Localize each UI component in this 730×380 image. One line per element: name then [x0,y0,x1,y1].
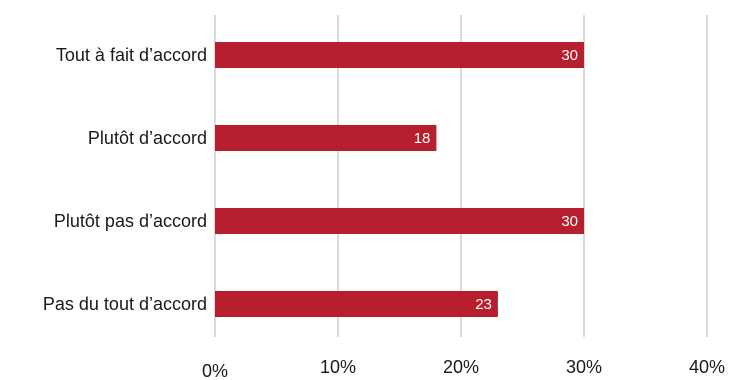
data-label: 30 [561,47,578,64]
data-label: 18 [414,130,431,147]
x-tick-label: 10% [320,357,356,377]
x-tick-label: 40% [689,357,725,377]
category-label: Plutôt d’accord [88,128,207,148]
bars [215,42,584,317]
x-tick-label: 0% [202,361,228,380]
category-label: Pas du tout d’accord [43,294,207,314]
data-label: 23 [475,296,492,313]
x-tick-label: 20% [443,357,479,377]
bar [215,42,584,68]
bar [215,208,584,234]
category-label: Tout à fait d’accord [56,45,207,65]
data-label: 30 [561,213,578,230]
bar [215,125,437,151]
labels: 0% 10% 20% 30% 40% Tout à fait d’accord 30 Plut… [43,45,725,380]
category-label: Plutôt pas d’accord [54,211,207,231]
x-tick-label: 30% [566,357,602,377]
bar [215,291,498,317]
gridlines [214,15,708,337]
